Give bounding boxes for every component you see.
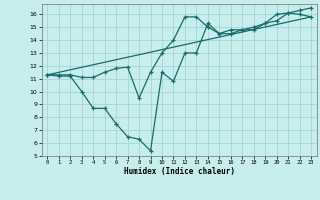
X-axis label: Humidex (Indice chaleur): Humidex (Indice chaleur) bbox=[124, 167, 235, 176]
